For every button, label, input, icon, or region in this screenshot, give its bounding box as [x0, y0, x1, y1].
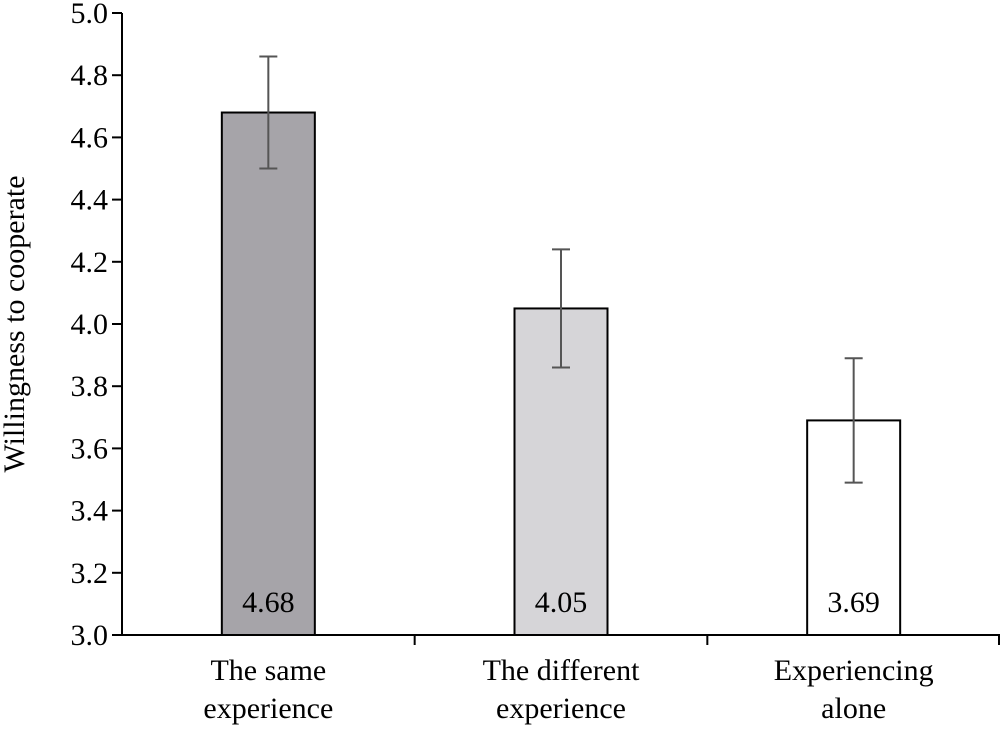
data-label: 4.68 — [242, 586, 295, 619]
x-tick-label: Experiencing — [774, 654, 934, 687]
y-tick-label: 4.6 — [71, 121, 109, 154]
y-axis-label: Willingness to cooperate — [0, 175, 31, 472]
x-tick-label: The same — [210, 654, 326, 687]
y-tick-label: 3.4 — [71, 495, 109, 528]
data-label: 4.05 — [535, 586, 588, 619]
data-label: 3.69 — [827, 586, 880, 619]
y-tick-label: 3.6 — [71, 432, 109, 465]
y-tick-label: 3.2 — [71, 557, 109, 590]
x-tick-label: experience — [203, 692, 333, 725]
y-tick-label: 3.8 — [71, 370, 109, 403]
y-tick-label: 3.0 — [71, 619, 109, 652]
y-tick-label: 4.0 — [71, 308, 109, 341]
y-tick-label: 4.2 — [71, 246, 109, 279]
y-tick-label: 4.4 — [71, 184, 109, 217]
x-tick-label: experience — [496, 692, 626, 725]
y-tick-label: 5.0 — [71, 0, 109, 30]
bar — [220, 111, 316, 636]
y-tick-label: 4.8 — [71, 59, 109, 92]
x-tick-label: alone — [821, 692, 886, 725]
x-tick-label: The different — [483, 654, 641, 687]
